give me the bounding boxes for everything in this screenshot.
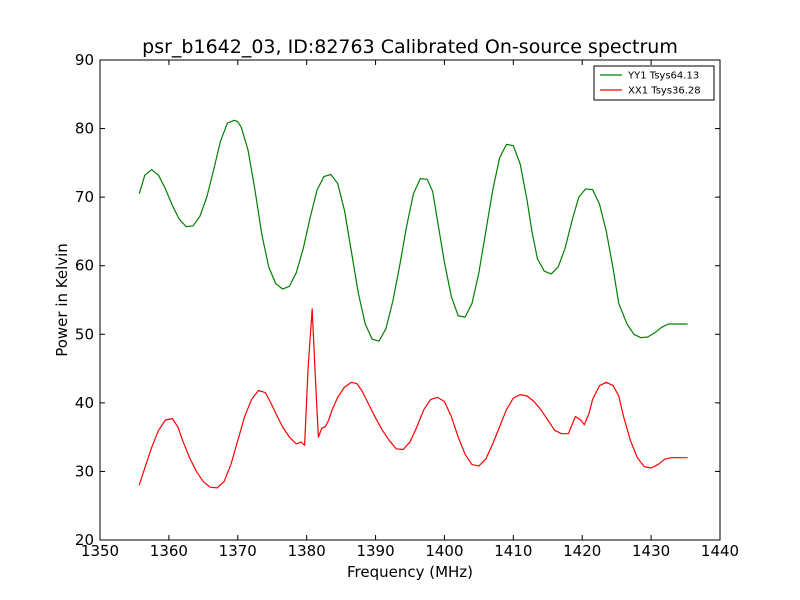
legend-label-xx1: XX1 Tsys36.28 bbox=[628, 86, 701, 97]
plot-frame bbox=[99, 59, 721, 541]
x-tick-label: 1380 bbox=[288, 542, 326, 560]
tick-label-layer: 1350 1360 1370 1380 1390 1400 1410 1420 1430 1440… bbox=[75, 51, 739, 560]
y-tick-label: 50 bbox=[75, 325, 94, 343]
y-tick-label: 30 bbox=[75, 462, 94, 480]
x-tick-label: 1350 bbox=[81, 542, 119, 560]
plot-area bbox=[99, 59, 721, 541]
series-line-yy1 bbox=[138, 119, 688, 342]
series-layer bbox=[138, 119, 688, 489]
legend: YY1 Tsys64.13 XX1 Tsys36.28 bbox=[593, 65, 715, 101]
y-tick-label: 90 bbox=[75, 51, 94, 69]
x-tick-label: 1440 bbox=[701, 542, 739, 560]
legend-label-yy1: YY1 Tsys64.13 bbox=[627, 71, 699, 82]
y-axis-label: Power in Kelvin bbox=[53, 243, 71, 357]
x-tick-label: 1400 bbox=[425, 542, 463, 560]
x-tick-label: 1410 bbox=[494, 542, 532, 560]
x-tick-label: 1420 bbox=[563, 542, 601, 560]
tick-layer bbox=[99, 59, 721, 541]
y-tick-label: 20 bbox=[75, 531, 94, 549]
y-tick-label: 60 bbox=[75, 257, 94, 275]
y-tick-label: 70 bbox=[75, 188, 94, 206]
chart-title: psr_b1642_03, ID:82763 Calibrated On-sou… bbox=[142, 36, 678, 58]
legend-box bbox=[593, 65, 715, 101]
y-tick-label: 80 bbox=[75, 120, 94, 138]
x-tick-label: 1430 bbox=[632, 542, 670, 560]
y-tick-label: 40 bbox=[75, 394, 94, 412]
x-tick-label: 1390 bbox=[356, 542, 394, 560]
x-axis-label: Frequency (MHz) bbox=[347, 563, 473, 581]
x-tick-label: 1370 bbox=[219, 542, 257, 560]
x-tick-label: 1360 bbox=[150, 542, 188, 560]
series-line-xx1 bbox=[138, 308, 688, 489]
